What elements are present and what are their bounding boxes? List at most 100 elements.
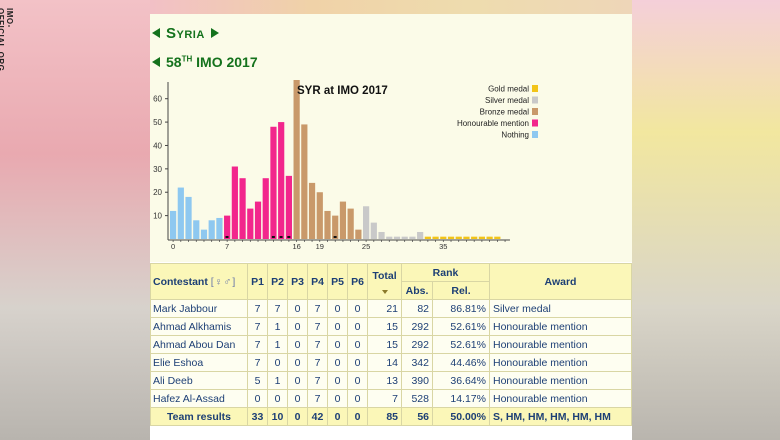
y-tick-label: 60 (153, 95, 162, 104)
problem-score-p2: 0 (267, 389, 288, 408)
problem-score-p3: 0 (287, 335, 308, 354)
award: Honourable mention (489, 335, 632, 354)
y-tick-label: 30 (153, 165, 162, 174)
axes: 10 20 30 40 50 60 0 7 16 19 25 35 (153, 82, 510, 251)
bar-score-30 (401, 236, 408, 239)
award: Honourable mention (489, 317, 632, 336)
bar-score-8 (231, 166, 238, 239)
award-header[interactable]: Award (489, 263, 632, 300)
contestant-name[interactable]: Hafez Al-Assad (150, 389, 248, 408)
legend-label: Bronze medal (480, 108, 530, 117)
problem-score-p1: 5 (247, 371, 268, 390)
problem-score-p4: 7 (307, 389, 328, 408)
gender-sort-icon[interactable]: [♀♂] (210, 275, 237, 288)
chart-legend: Gold medal Silver medal Bronze medal Honour… (457, 85, 538, 140)
problem-score-p6: 0 (347, 371, 368, 390)
bar-score-3 (193, 220, 200, 239)
watermark: IMO-OFFICIAL.ORG (0, 8, 14, 72)
rank-relative: 44.46% (432, 353, 490, 372)
problem-score-p3: 0 (287, 353, 308, 372)
team-score-marker (279, 236, 283, 238)
rank-absolute: 292 (401, 317, 433, 336)
bar-score-25 (363, 206, 370, 239)
legend-swatch (532, 131, 538, 138)
x-tick-label: 16 (292, 242, 300, 251)
table-row: Mark Jabbour 7 7 0 7 0 0 21 82 86.81% Silver medal (150, 299, 632, 318)
previous-imo-arrow-icon[interactable] (152, 57, 160, 67)
award: Honourable mention (489, 353, 632, 372)
bar-score-12 (262, 178, 269, 239)
bar-score-31 (409, 236, 416, 239)
p1-header[interactable]: P1 (247, 263, 268, 300)
legend-swatch (532, 85, 538, 92)
contestant-name[interactable]: Ali Deeb (150, 371, 248, 390)
bar-score-26 (370, 222, 377, 239)
team-score-marker (271, 236, 275, 238)
country-nav: Syria (152, 23, 219, 43)
rank-absolute: 56 (401, 407, 433, 426)
bar-score-19 (316, 192, 323, 239)
bar-score-28 (386, 236, 393, 239)
p2-header[interactable]: P2 (267, 263, 288, 300)
contestant-name[interactable]: Mark Jabbour (150, 299, 248, 318)
country-name[interactable]: Syria (166, 24, 205, 42)
p5-header[interactable]: P5 (327, 263, 348, 300)
team-results-row: Team results 33 10 0 42 0 0 85 56 50.00% S, HM, HM… (150, 407, 632, 426)
p6-header[interactable]: P6 (347, 263, 368, 300)
bar-score-27 (378, 231, 385, 239)
award: S, HM, HM, HM, HM, HM (489, 407, 632, 426)
rank-rel-header[interactable]: Rel. (432, 281, 490, 300)
y-tick-label: 10 (153, 212, 162, 221)
x-tick-label: 7 (225, 242, 229, 251)
problem-score-p3: 0 (287, 407, 308, 426)
problem-score-p6: 0 (347, 317, 368, 336)
problem-score-p5: 0 (327, 407, 348, 426)
edition-suffix: TH (181, 54, 193, 64)
bar-score-23 (347, 208, 354, 239)
rank-relative: 52.61% (432, 317, 490, 336)
problem-score-p2: 1 (267, 317, 288, 336)
x-tick-label: 35 (439, 242, 447, 251)
problem-score-p6: 0 (347, 407, 368, 426)
problem-score-p6: 0 (347, 353, 368, 372)
total-header[interactable]: Total (367, 263, 402, 300)
x-tick-label: 19 (316, 242, 324, 251)
chart-area (150, 14, 632, 262)
bar-score-35 (440, 236, 447, 239)
bar-score-5 (208, 220, 215, 239)
bar-score-18 (308, 182, 316, 239)
table-row: Ali Deeb 5 1 0 7 0 0 13 390 36.64% Honourable ment… (150, 371, 632, 390)
problem-score-p1: 7 (247, 335, 268, 354)
rank-absolute: 528 (401, 389, 433, 408)
total-score: 21 (367, 299, 402, 318)
problem-score-p3: 0 (287, 389, 308, 408)
bar-score-42 (494, 236, 501, 239)
bar-score-7 (224, 215, 231, 239)
team-score-marker (333, 236, 337, 238)
rank-abs-header[interactable]: Abs. (401, 281, 433, 300)
bar-score-16 (293, 80, 300, 239)
legend-label: Gold medal (488, 85, 529, 94)
team-results-label: Team results (150, 407, 248, 426)
next-country-arrow-icon[interactable] (210, 28, 219, 38)
p4-header[interactable]: P4 (307, 263, 328, 300)
problem-score-p2: 1 (267, 335, 288, 354)
imo-edition[interactable]: 58TH IMO 2017 (166, 54, 258, 70)
bar-score-4 (200, 229, 208, 239)
chart-title: SYR at IMO 2017 (297, 85, 388, 97)
contestant-header[interactable]: Contestant [♀♂] (150, 263, 248, 300)
x-tick-label: 0 (171, 242, 175, 251)
bar-score-1 (177, 187, 184, 239)
p3-header[interactable]: P3 (287, 263, 308, 300)
rank-relative: 50.00% (432, 407, 490, 426)
rank-relative: 14.17% (432, 389, 490, 408)
problem-score-p3: 0 (287, 317, 308, 336)
contestant-name[interactable]: Ahmad Alkhamis (150, 317, 248, 336)
problem-score-p2: 0 (267, 353, 288, 372)
contestant-name[interactable]: Ahmad Abou Dan (150, 335, 248, 354)
contestant-name[interactable]: Elie Eshoa (150, 353, 248, 372)
previous-country-arrow-icon[interactable] (152, 28, 160, 38)
problem-score-p4: 7 (307, 371, 328, 390)
table-row: Elie Eshoa 7 0 0 7 0 0 14 342 44.46% Honourable me… (150, 353, 632, 372)
problem-score-p5: 0 (327, 371, 348, 390)
